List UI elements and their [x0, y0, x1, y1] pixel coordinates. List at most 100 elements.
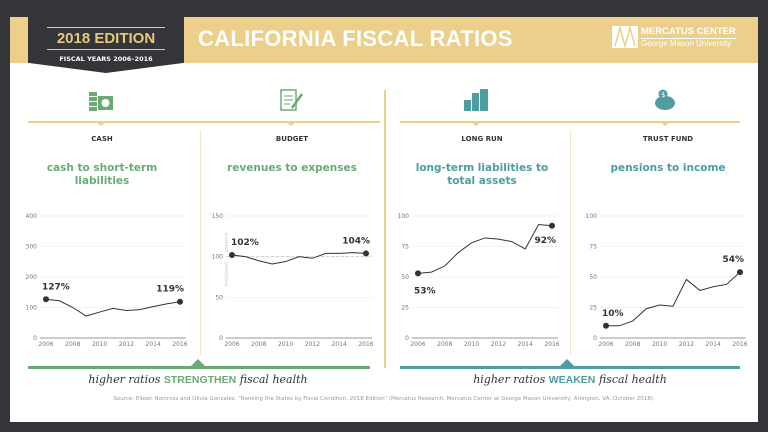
data-label: 92%	[534, 236, 556, 246]
data-label: 119%	[156, 285, 184, 295]
x-tick-label: 2006	[410, 341, 425, 348]
trust-fund-label: TRUST FUND	[642, 135, 694, 143]
mercatus-logo: MERCATUS CENTER George Mason University	[612, 26, 736, 48]
edition-label: 2018 EDITION	[47, 27, 165, 50]
logo-line1: MERCATUS CENTER	[641, 26, 736, 39]
y-tick-label: 50	[589, 274, 597, 281]
y-tick-label: 100	[398, 213, 410, 220]
x-tick-label: 2006	[38, 341, 53, 348]
series-line	[417, 224, 553, 274]
y-tick-label: 300	[26, 244, 38, 251]
data-point	[737, 269, 743, 276]
data-label: 53%	[414, 286, 436, 296]
x-tick-label: 2014	[332, 341, 347, 348]
x-tick-label: 2016	[544, 341, 559, 348]
y-tick-label: 50	[401, 274, 409, 281]
chart-divider	[200, 130, 201, 355]
x-tick-label: 2008	[65, 341, 80, 348]
note-text: higher ratios	[88, 373, 164, 386]
data-point	[43, 296, 49, 303]
data-label: 127%	[42, 282, 70, 292]
x-tick-label: 2008	[251, 341, 266, 348]
x-tick-label: 2010	[278, 341, 293, 348]
x-tick-label: 2010	[652, 341, 667, 348]
budget-chart: 0 50 100 150 2006 2008 2010 2012 2014 2016 solvent…	[212, 213, 374, 348]
solvent-label: solvent	[224, 232, 230, 253]
data-label: 54%	[722, 255, 744, 265]
x-tick-label: 2010	[92, 341, 107, 348]
y-tick-label: 0	[219, 335, 223, 342]
cash-title: cash to short-term liabilities	[46, 162, 158, 187]
strengthen-rule	[28, 366, 370, 369]
x-tick-label: 2012	[679, 341, 694, 348]
x-tick-label: 2014	[146, 341, 161, 348]
trust-fund-chart: 0 25 50 75 100 2006 2008 2010 2012 2014 2016 10% 54%	[586, 213, 748, 348]
fiscal-years-label: FISCAL YEARS 2006–2016	[59, 55, 153, 63]
y-tick-label: 400	[26, 213, 38, 220]
data-point	[177, 298, 183, 305]
right-section-rule	[400, 121, 740, 123]
y-tick-label: 0	[593, 335, 597, 342]
budget-label: BUDGET	[275, 135, 309, 143]
x-tick-label: 2016	[358, 341, 373, 348]
data-point	[603, 322, 609, 329]
note-emphasis: STRENGTHEN	[163, 374, 237, 386]
x-tick-label: 2016	[172, 341, 187, 348]
pointer	[659, 121, 671, 126]
source-note: Source: Eileen Norcross and Olivia Gonza…	[113, 396, 655, 402]
data-point	[549, 222, 555, 229]
note-emphasis: WEAKEN	[548, 374, 596, 386]
x-tick-label: 2010	[464, 341, 479, 348]
long-run-label: LONG RUN	[461, 135, 503, 143]
section-divider	[384, 90, 386, 368]
series-line	[606, 271, 741, 327]
y-tick-label: 0	[405, 335, 409, 342]
data-label: 102%	[231, 238, 259, 248]
x-tick-label: 2006	[224, 341, 239, 348]
long-run-chart: 0 25 50 75 100 2006 2008 2010 2012 2014 2016 53% 92%	[398, 213, 560, 348]
y-tick-label: 150	[212, 213, 224, 220]
cash-label: CASH	[91, 135, 113, 143]
data-point	[415, 270, 421, 277]
piggy-bank-icon: $	[655, 89, 675, 110]
insolvent-label: insolvent	[224, 261, 230, 287]
pointer	[470, 121, 482, 126]
x-tick-label: 2016	[732, 341, 747, 348]
data-label: 10%	[602, 309, 624, 319]
note-text: fiscal health	[595, 373, 667, 386]
x-tick-label: 2006	[598, 341, 613, 348]
data-point	[363, 250, 369, 257]
trust-fund-title: pensions to income	[610, 162, 726, 174]
x-tick-label: 2012	[305, 341, 320, 348]
left-section-rule	[28, 121, 380, 123]
x-tick-label: 2014	[518, 341, 533, 348]
cash-stack-icon	[89, 92, 113, 111]
pointer	[285, 121, 297, 126]
data-point	[229, 252, 235, 259]
note-text: higher ratios	[473, 373, 549, 386]
y-tick-label: 100	[26, 305, 38, 312]
y-tick-label: 25	[589, 305, 597, 312]
y-tick-label: 0	[33, 335, 37, 342]
logo-line2: George Mason University	[641, 39, 732, 48]
data-label: 104%	[342, 236, 370, 246]
pointer	[95, 121, 107, 126]
edition-badge: 2018 EDITION FISCAL YEARS 2006–2016	[28, 17, 184, 73]
y-tick-label: 75	[589, 244, 597, 251]
note-text: fiscal health	[236, 373, 308, 386]
x-tick-label: 2008	[437, 341, 452, 348]
pointer	[190, 359, 206, 367]
x-tick-label: 2008	[625, 341, 640, 348]
series-line	[45, 298, 181, 317]
svg-text:$: $	[661, 91, 665, 99]
long-run-title: long-term liabilities to total assets	[415, 162, 549, 187]
y-tick-label: 50	[215, 294, 223, 301]
pointer	[559, 359, 575, 367]
weaken-rule	[400, 366, 740, 369]
page-title: CALIFORNIA FISCAL RATIOS	[198, 26, 513, 51]
strengthen-note: higher ratios STRENGTHEN fiscal health	[28, 373, 368, 386]
chart-divider	[570, 130, 571, 355]
budget-title: revenues to expenses	[227, 162, 357, 174]
budget-document-icon	[280, 89, 304, 111]
y-tick-label: 25	[401, 305, 409, 312]
